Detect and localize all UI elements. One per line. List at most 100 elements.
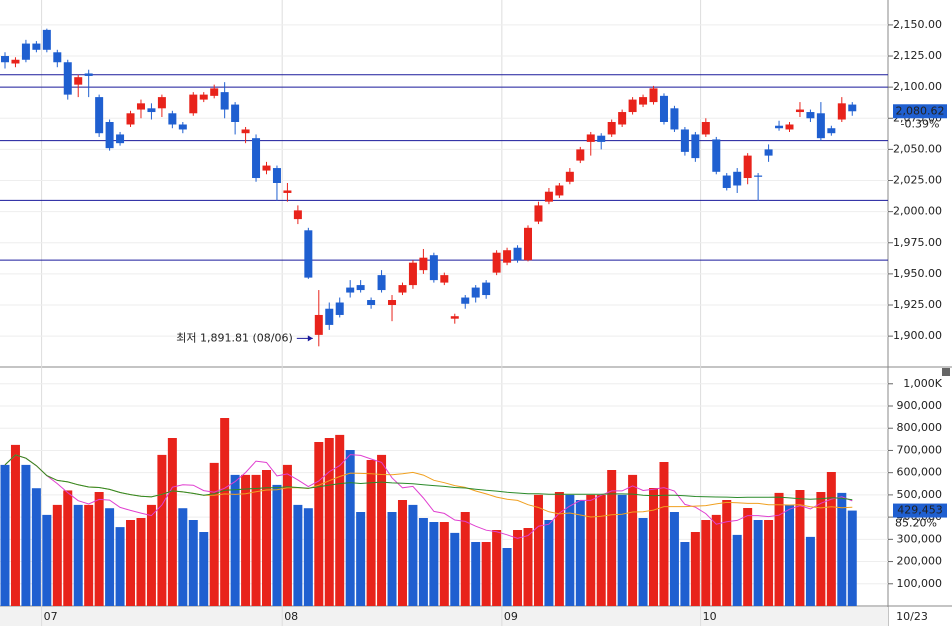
volume-bar — [251, 474, 261, 606]
volume-bar — [73, 504, 83, 606]
volume-bar — [345, 450, 355, 606]
candle-body — [555, 185, 564, 196]
candle-body — [429, 255, 438, 281]
volume-bar — [199, 532, 209, 606]
volume-bar — [439, 522, 449, 606]
candle-body — [42, 29, 51, 50]
candle-body — [837, 103, 846, 120]
candle-body — [1, 56, 9, 63]
volume-bar — [356, 512, 366, 606]
volume-bar — [471, 542, 481, 606]
volume-bar — [429, 522, 439, 606]
candle-body — [534, 205, 543, 222]
y-tick-label: 200,000 — [897, 555, 943, 568]
candle-body — [84, 73, 93, 76]
volume-bar — [408, 504, 418, 606]
candle-body — [419, 257, 428, 271]
candle-body — [398, 285, 407, 293]
volume-bar — [837, 492, 847, 606]
volume-bar — [115, 527, 125, 606]
volume-bar — [105, 508, 115, 606]
volume-bar — [628, 474, 638, 606]
y-tick-label: 2,000.00 — [893, 205, 942, 218]
volume-bar — [785, 504, 794, 606]
volume-bar — [669, 512, 679, 606]
y-tick-label: 900,000 — [897, 399, 943, 412]
candle-body — [848, 104, 857, 112]
candle-body — [513, 247, 522, 261]
volume-bar — [460, 512, 470, 606]
x-tick-label: 10 — [703, 610, 717, 623]
last-volume-box — [893, 503, 947, 518]
candle-body — [733, 171, 742, 186]
candle-body — [241, 129, 250, 134]
candle-body — [816, 113, 825, 139]
candle-body — [388, 300, 397, 305]
x-tick-label: 09 — [504, 610, 518, 623]
candle-body — [157, 97, 166, 109]
volume-bar — [659, 462, 669, 606]
candle-body — [691, 134, 700, 159]
candle-body — [649, 88, 658, 103]
y-tick-label: 1,950.00 — [893, 267, 942, 280]
volume-bar — [732, 534, 742, 606]
volume-bar — [795, 490, 805, 606]
y-tick-label: 100,000 — [897, 577, 943, 590]
volume-bar — [701, 520, 711, 606]
candle-body — [586, 134, 595, 142]
candle-body — [701, 122, 710, 135]
volume-bar — [575, 500, 585, 606]
moving-average — [4, 454, 853, 539]
volume-bar — [502, 548, 512, 606]
candle-body — [377, 275, 386, 291]
candle-body — [680, 129, 689, 152]
candle-body — [785, 124, 794, 130]
candle-body — [314, 314, 323, 335]
candle-body — [63, 62, 72, 95]
candle-body — [356, 285, 365, 291]
candle-body — [576, 149, 585, 161]
candle-body — [806, 112, 815, 119]
candle-body — [607, 122, 616, 135]
y-tick-label: 500,000 — [897, 488, 943, 501]
candle-body — [639, 97, 648, 105]
x-tick-label: 07 — [44, 610, 58, 623]
candle-body — [283, 190, 292, 193]
volume-bar — [596, 494, 606, 606]
candle-body — [827, 128, 836, 134]
candle-body — [220, 92, 229, 110]
candle-body — [126, 113, 135, 125]
volume-bar — [450, 532, 460, 606]
candle-body — [335, 302, 344, 315]
candle-body — [482, 282, 491, 296]
candle-body — [178, 124, 187, 130]
volume-bar — [94, 492, 104, 606]
volume-bar — [523, 528, 533, 606]
candle-body — [32, 43, 41, 50]
volume-bar — [303, 508, 313, 606]
volume-bar — [282, 464, 292, 606]
volume-bar — [722, 500, 732, 606]
volume-bar — [220, 418, 230, 606]
candle-body — [304, 230, 313, 278]
volume-bar — [21, 464, 31, 606]
candle-body — [272, 168, 281, 183]
volume-bar — [617, 494, 627, 606]
candle-body — [136, 103, 145, 110]
volume-bar — [84, 504, 94, 606]
y-tick-label: 1,975.00 — [893, 236, 942, 249]
candle-body — [147, 108, 156, 113]
candle-body — [168, 113, 177, 125]
candle-body — [346, 287, 355, 293]
candle-body — [95, 97, 104, 134]
y-tick-label: 600,000 — [897, 466, 943, 479]
y-tick-label: 700,000 — [897, 443, 943, 456]
volume-bar — [126, 520, 136, 606]
change-label: -0.39% — [901, 117, 940, 130]
candle-body — [712, 139, 721, 172]
panel-button[interactable] — [942, 368, 950, 376]
volume-bar — [418, 518, 428, 606]
volume-bar — [230, 474, 240, 606]
x-tick-label: 08 — [284, 610, 298, 623]
annotation-arrowhead — [307, 335, 313, 342]
